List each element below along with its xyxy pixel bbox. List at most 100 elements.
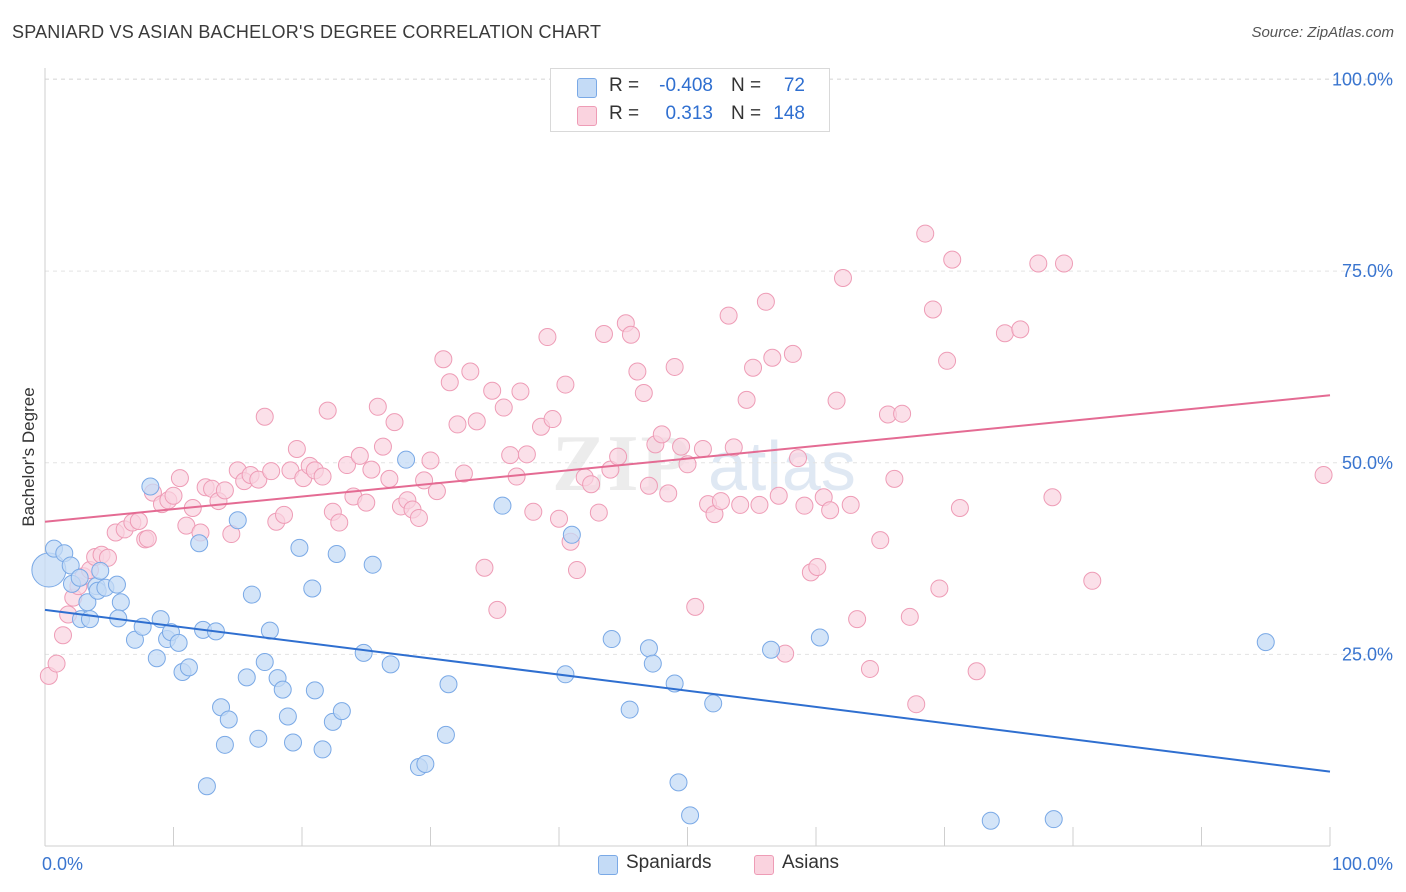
asians-point: [550, 509, 568, 528]
spaniards-point: [111, 593, 130, 612]
asians-point: [930, 579, 949, 598]
spaniards-point: [70, 568, 89, 587]
asians-point: [871, 531, 890, 550]
asians-point: [129, 512, 148, 531]
source-label: Source: ZipAtlas.com: [1251, 24, 1394, 41]
tick-labels: 25.0% 50.0% 75.0% 100.0% 0.0% 100.0%: [42, 70, 1393, 875]
y-tick-label: 25.0%: [1342, 644, 1393, 664]
asians-point: [440, 373, 459, 392]
asians-point: [1029, 254, 1048, 273]
spaniards-point: [436, 725, 455, 744]
spaniards-point: [669, 773, 688, 792]
asians-point: [769, 486, 788, 505]
asians-point: [287, 439, 306, 458]
y-axis-label: Bachelor's Degree: [19, 387, 38, 526]
n-value: 148: [773, 103, 805, 124]
legend-row-spaniards: R = -0.408 N = 72: [551, 73, 829, 101]
y-tick-label: 50.0%: [1342, 453, 1393, 473]
n-label: N =: [731, 75, 762, 96]
asians-point: [672, 437, 691, 456]
asians-point: [543, 410, 562, 429]
asians-point: [744, 358, 763, 377]
asians-point: [1314, 466, 1333, 485]
spaniards-point: [219, 710, 238, 729]
spaniards-point: [305, 681, 324, 700]
asians-point: [313, 467, 332, 486]
asians-point: [385, 413, 404, 432]
r-value: -0.408: [659, 75, 713, 96]
spaniards-point: [169, 633, 188, 652]
asians-point: [885, 469, 904, 488]
asians-point: [621, 325, 640, 344]
asians-point: [923, 300, 942, 319]
spaniards-point: [639, 639, 658, 658]
asians-point: [488, 600, 507, 619]
asians-point: [475, 558, 494, 577]
asians-point: [659, 484, 678, 503]
axes: [44, 68, 1331, 847]
asians-point: [538, 328, 557, 347]
spaniards-point: [1044, 810, 1063, 829]
n-value: 72: [783, 75, 805, 96]
spaniards-point: [439, 675, 458, 694]
spaniards-point: [237, 668, 256, 687]
spaniards-point: [1256, 633, 1275, 652]
asians-point: [750, 495, 769, 514]
asians-point: [639, 476, 658, 495]
asians-point: [907, 695, 926, 714]
asians-point: [900, 607, 919, 626]
asians-point: [380, 469, 399, 488]
asians-point: [517, 445, 536, 464]
y-tick-label: 100.0%: [1332, 70, 1393, 90]
spaniards-point: [810, 628, 829, 647]
x-tick-label: 100.0%: [1332, 854, 1393, 874]
spaniards-point: [91, 561, 110, 580]
asians-point: [833, 269, 852, 288]
spaniards-point: [249, 729, 268, 748]
spaniards-point: [416, 754, 435, 773]
spaniards-point: [762, 640, 781, 659]
asians-point: [943, 250, 962, 269]
spaniards-point: [107, 575, 126, 594]
spaniards-point: [290, 538, 309, 557]
legend-label: Asians: [782, 852, 840, 873]
r-label: R =: [609, 103, 640, 124]
spaniards-point: [242, 585, 261, 604]
spaniards-point: [147, 649, 166, 668]
asians-point: [170, 469, 189, 488]
asians-point: [448, 415, 467, 434]
r-label: R =: [609, 75, 640, 96]
asians-point: [693, 439, 712, 458]
spaniards-point: [327, 544, 346, 563]
asians-point: [665, 357, 684, 376]
spaniards-point: [681, 806, 700, 825]
asians-point: [318, 401, 337, 420]
asians-swatch: [577, 106, 597, 126]
legend-label: Spaniards: [626, 852, 712, 873]
y-tick-label: 75.0%: [1342, 261, 1393, 281]
asians-point: [494, 398, 513, 417]
asians-point: [1055, 254, 1074, 273]
asians-point: [634, 383, 653, 402]
spaniards-point: [303, 579, 322, 598]
asians-point: [808, 557, 827, 576]
asians-point: [686, 597, 705, 616]
asians-point: [427, 482, 446, 501]
spaniards-point: [273, 680, 292, 699]
asians-point: [556, 375, 575, 394]
asians-point: [950, 498, 969, 517]
legend-row-asians: R = 0.313 N = 148: [551, 101, 829, 129]
spaniards-point: [332, 702, 351, 721]
spaniards-point: [354, 643, 373, 662]
asians-point: [860, 659, 879, 678]
asians-point: [582, 475, 601, 494]
asians-point: [53, 626, 72, 645]
asians-point: [1083, 571, 1102, 590]
asians-point: [589, 503, 608, 522]
spaniards-swatch: [598, 855, 618, 875]
asians-point: [724, 438, 743, 457]
asians-point: [368, 397, 387, 416]
asians-point: [434, 350, 453, 369]
asians-point: [255, 407, 274, 426]
trend-lines: [44, 394, 1331, 773]
